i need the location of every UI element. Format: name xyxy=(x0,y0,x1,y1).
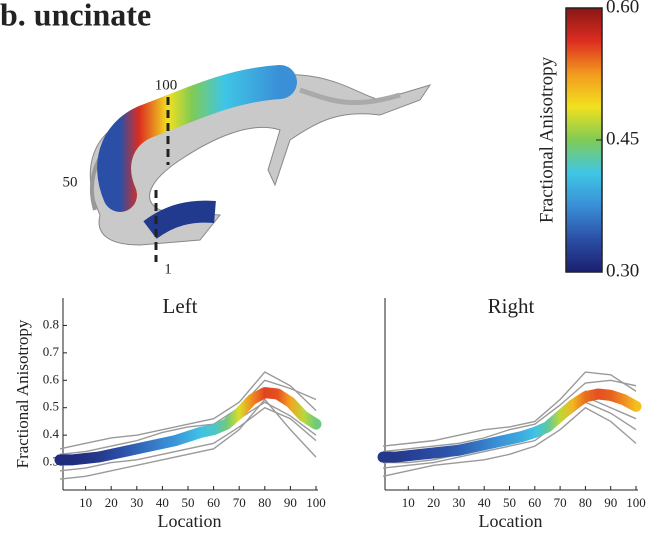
colorbar-tick-label: 0.60 xyxy=(606,0,639,17)
x-tick-label: 50 xyxy=(182,495,195,510)
y-tick-label: 0.7 xyxy=(43,344,60,359)
y-tick-label: 0.8 xyxy=(43,316,59,331)
x-tick-label: 90 xyxy=(604,495,617,510)
subject-line xyxy=(59,379,317,456)
x-tick-label: 50 xyxy=(503,495,516,510)
x-tick-label: 60 xyxy=(528,495,541,510)
subject-line xyxy=(382,401,637,469)
colorbar-label: Fractional Anisotropy xyxy=(536,56,557,223)
x-tick-label: 100 xyxy=(306,495,326,510)
figure-title: b. uncinate xyxy=(0,0,151,32)
chart-title: Left xyxy=(163,294,198,318)
chart-title: Right xyxy=(488,294,535,318)
x-tick-label: 70 xyxy=(233,495,246,510)
colorbar-tick-label: 0.30 xyxy=(606,260,639,281)
x-axis-label: Location xyxy=(158,511,222,531)
x-tick-label: 80 xyxy=(258,495,271,510)
colorbar-tick-label: 0.45 xyxy=(606,128,639,149)
x-tick-label: 40 xyxy=(478,495,491,510)
x-tick-label: 80 xyxy=(579,495,592,510)
subject-line xyxy=(59,406,317,472)
y-tick-label: 0.4 xyxy=(43,426,60,441)
subject-line xyxy=(382,379,637,453)
y-axis-label: Fractional Anisotropy xyxy=(13,319,32,468)
subject-line xyxy=(59,371,317,450)
x-tick-label: 30 xyxy=(130,495,143,510)
mean-line xyxy=(54,387,322,466)
x-tick-label: 100 xyxy=(626,495,646,510)
x-tick-label: 70 xyxy=(554,495,567,510)
subject-line xyxy=(382,371,637,447)
tract-label: 1 xyxy=(164,261,172,277)
tract-rendering: 100 50 1 xyxy=(63,65,432,277)
x-tick-label: 40 xyxy=(156,495,169,510)
mean-line xyxy=(377,388,642,463)
x-tick-label: 60 xyxy=(207,495,220,510)
x-tick-label: 90 xyxy=(284,495,297,510)
tract-label: 100 xyxy=(155,77,178,93)
y-tick-label: 0.5 xyxy=(43,399,59,414)
y-tick-label: 0.3 xyxy=(43,454,59,469)
x-tick-label: 10 xyxy=(79,495,92,510)
subject-line xyxy=(59,398,317,480)
x-tick-label: 20 xyxy=(105,495,118,510)
tract-label: 50 xyxy=(63,174,78,190)
x-axis-label: Location xyxy=(479,511,543,531)
subject-line xyxy=(382,406,637,477)
y-tick-label: 0.6 xyxy=(43,371,60,386)
x-tick-label: 30 xyxy=(452,495,465,510)
x-tick-label: 20 xyxy=(427,495,440,510)
x-tick-label: 10 xyxy=(402,495,415,510)
